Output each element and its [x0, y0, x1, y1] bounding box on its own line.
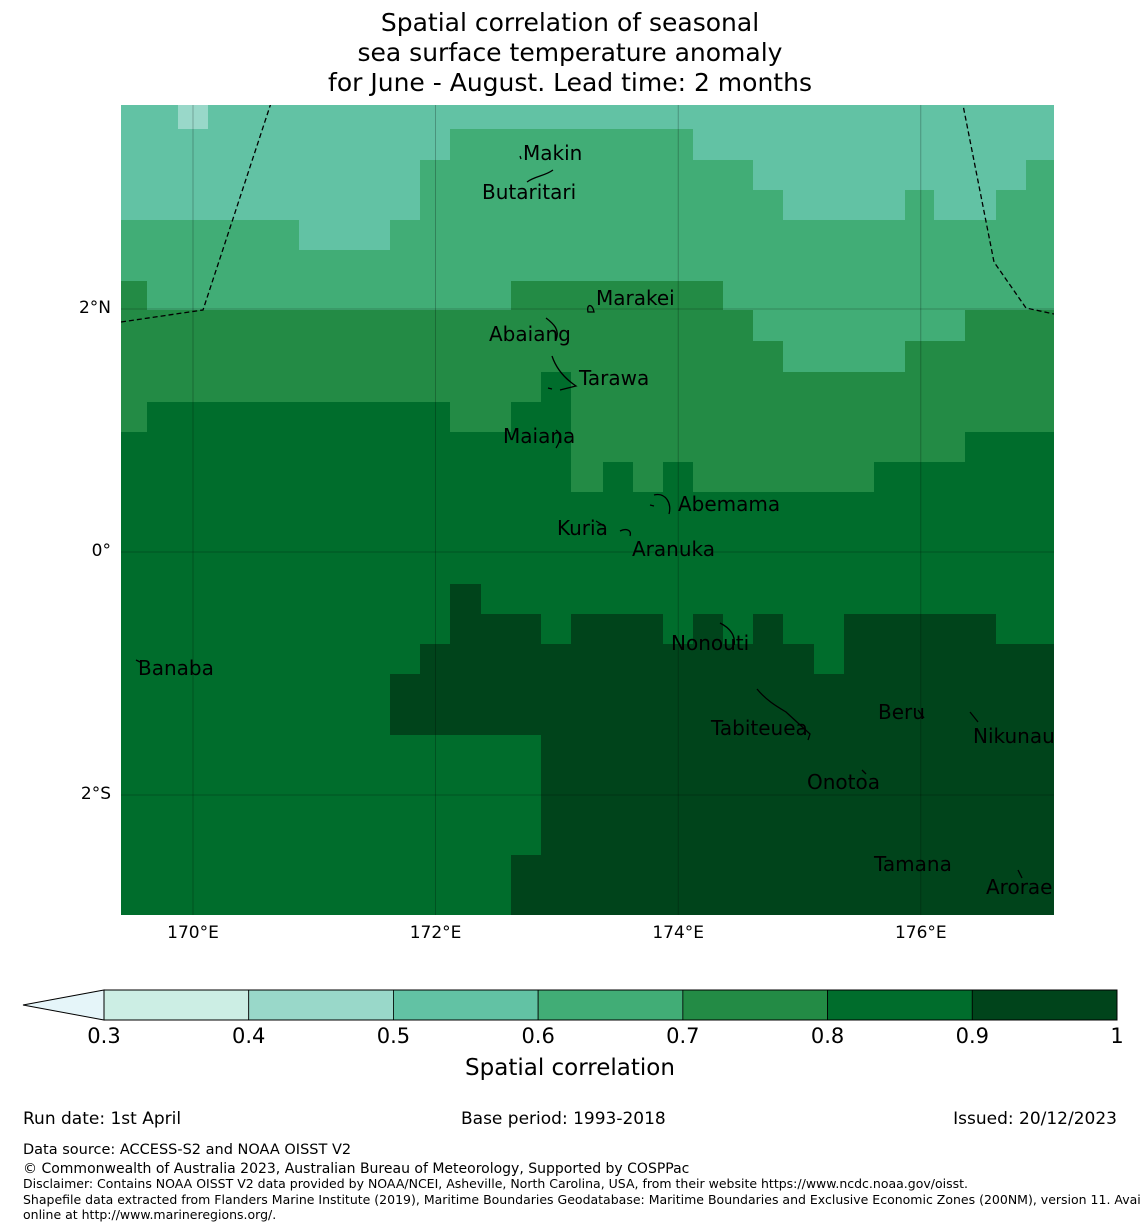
- copyright: © Commonwealth of Australia 2023, Austra…: [23, 1161, 690, 1177]
- shapefile-credit-1: Shapefile data extracted from Flanders M…: [23, 1192, 1140, 1207]
- title-line-1: Spatial correlation of seasonal: [380, 8, 760, 37]
- colorbar-title: Spatial correlation: [465, 1055, 675, 1081]
- island-label-marakei: Marakei: [596, 286, 675, 310]
- colorbar-bin: [393, 989, 539, 1021]
- shapefile-credit-2: online at http://www.marineregions.org/.: [23, 1207, 277, 1222]
- colorbar-bin: [248, 989, 394, 1021]
- island-label-tamana: Tamana: [873, 852, 952, 876]
- colorbar-tick-label: 0.8: [810, 1024, 845, 1048]
- colorbar-bin: [103, 989, 250, 1021]
- colorbar-tick-label: 0.7: [666, 1024, 700, 1048]
- eez-boundary-west: [121, 105, 272, 323]
- island-label-arorae: Arorae: [986, 875, 1052, 899]
- issued-date: Issued: 20/12/2023: [953, 1109, 1117, 1129]
- island-outlines: [135, 155, 1023, 879]
- island-label-aranuka: Aranuka: [632, 537, 715, 561]
- island-label-nonouti: Nonouti: [671, 631, 749, 655]
- colorbar-tick-label: 0.5: [376, 1024, 411, 1048]
- title-line-2: sea surface temperature anomaly: [357, 38, 783, 67]
- colorbar-bin: [537, 989, 684, 1021]
- map-field: Makin Butaritari Marakei Abaiang Tarawa Maian…: [121, 105, 1055, 915]
- island-label-onotoa: Onotoa: [807, 770, 880, 794]
- island-label-makin: Makin: [523, 141, 582, 165]
- island-label-abemama: Abemama: [678, 492, 780, 516]
- x-tick-label: 170°E: [167, 923, 219, 943]
- colorbar-tick-label: 0.6: [521, 1024, 555, 1048]
- island-label-nikunau: Nikunau: [973, 724, 1055, 748]
- colorbar-bin: [971, 989, 1118, 1021]
- y-tick-label: 2°S: [80, 784, 111, 804]
- island-label-butaritari: Butaritari: [482, 180, 576, 204]
- base-period: Base period: 1993-2018: [461, 1109, 666, 1129]
- colorbar-tick-label: 1: [1110, 1024, 1124, 1048]
- x-tick-label: 172°E: [409, 923, 462, 943]
- colorbar-tick-label: 0.4: [232, 1024, 266, 1048]
- island-labels: Makin Butaritari Marakei Abaiang Tarawa Maian…: [138, 141, 1055, 899]
- island-label-abaiang: Abaiang: [489, 322, 571, 346]
- eez-boundary-east: [962, 105, 1054, 315]
- island-label-tarawa: Tarawa: [578, 366, 649, 390]
- x-tick-label: 176°E: [894, 923, 947, 943]
- disclaimer: Disclaimer: Contains NOAA OISST V2 data …: [23, 1176, 968, 1191]
- title-line-3: for June - August. Lead time: 2 months: [328, 68, 812, 97]
- colorbar-frame: [103, 989, 1118, 1021]
- island-label-banaba: Banaba: [138, 656, 214, 680]
- colorbar-bin: [682, 989, 828, 1021]
- colorbar-tick-label: 0.9: [955, 1024, 989, 1048]
- colorbar-under-arrow: [22, 989, 105, 1021]
- run-date: Run date: 1st April: [23, 1109, 182, 1129]
- x-tick-label: 174°E: [652, 923, 705, 943]
- colorbar: [22, 989, 1118, 1021]
- y-tick-label: 2°N: [78, 298, 111, 318]
- island-label-kuria: Kuria: [557, 516, 608, 540]
- island-label-maiana: Maiana: [503, 424, 575, 448]
- colorbar-tick-label: 0.3: [87, 1024, 121, 1048]
- data-source: Data source: ACCESS-S2 and NOAA OISST V2: [23, 1142, 352, 1158]
- island-label-beru: Beru: [878, 700, 925, 724]
- y-tick-label: 0°: [91, 541, 111, 561]
- island-label-tabiteuea: Tabiteuea: [710, 716, 808, 740]
- colorbar-bin: [827, 989, 973, 1021]
